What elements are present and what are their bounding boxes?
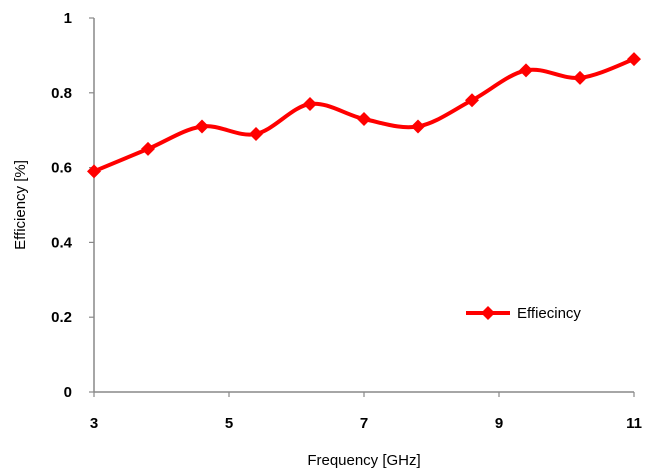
legend[interactable]: Effiecincy: [466, 305, 581, 322]
data-point[interactable]: [87, 164, 101, 179]
y-tick-label: 0.4: [51, 234, 73, 251]
x-ticks: 3 5 7 9 11: [90, 392, 642, 432]
data-point[interactable]: [141, 141, 155, 156]
x-tick-label: 3: [90, 415, 98, 432]
data-point[interactable]: [249, 126, 263, 141]
data-point[interactable]: [303, 97, 317, 112]
data-point[interactable]: [627, 52, 641, 67]
data-point[interactable]: [573, 70, 587, 85]
y-tick-label: 0.6: [51, 160, 72, 177]
data-point[interactable]: [411, 119, 425, 134]
y-axis: 0 0.2 0.4 0.6 0.8 1: [51, 10, 95, 401]
x-axis: 3 5 7 9 11: [90, 391, 642, 432]
legend-label: Effiecincy: [517, 305, 581, 322]
y-tick-label: 0: [64, 384, 72, 401]
x-axis-title: Frequency [GHz]: [307, 452, 420, 469]
y-tick-label: 0.2: [51, 309, 72, 326]
x-tick-label: 5: [225, 415, 233, 432]
legend-marker: [481, 306, 495, 320]
x-tick-label: 7: [360, 415, 368, 432]
y-tick-label: 1: [64, 10, 72, 27]
series-layer: [87, 52, 641, 179]
data-point[interactable]: [519, 63, 533, 78]
data-point[interactable]: [465, 93, 479, 108]
y-tick-label: 0.8: [51, 85, 72, 102]
data-point[interactable]: [195, 119, 209, 134]
data-point[interactable]: [357, 111, 371, 126]
x-tick-label: 9: [495, 415, 503, 432]
y-axis-title: Efficiency [%]: [12, 160, 29, 250]
y-ticks: 0 0.2 0.4 0.6 0.8 1: [51, 10, 94, 401]
x-tick-label: 11: [626, 415, 642, 432]
